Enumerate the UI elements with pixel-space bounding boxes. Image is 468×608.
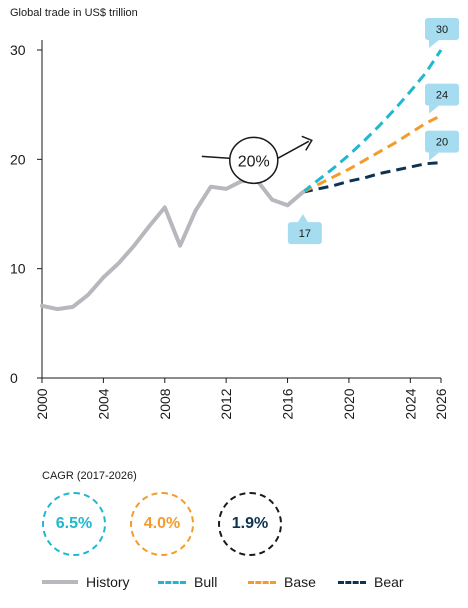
legend-swatch — [42, 580, 78, 584]
series-line-history — [40, 178, 305, 312]
callout-box — [425, 130, 459, 153]
callout-label: 30 — [436, 24, 448, 36]
x-tick-label: 2020 — [341, 388, 357, 419]
legend-label: Bear — [374, 574, 404, 590]
legend-swatch — [338, 580, 366, 584]
y-tick-label: 20 — [10, 151, 26, 167]
callout-pointer — [429, 152, 439, 161]
callout-box — [425, 83, 459, 106]
legend-label: Base — [284, 574, 316, 590]
cagr-badge: 4.0% — [130, 492, 194, 556]
y-tick-label: 0 — [10, 370, 18, 386]
x-tick-label: 2012 — [218, 388, 234, 419]
callout-pointer — [429, 105, 439, 114]
x-tick-label: 2004 — [95, 388, 111, 419]
callout-box — [287, 222, 322, 245]
x-tick-label: 2000 — [34, 388, 50, 419]
x-tick-label: 2026 — [433, 388, 449, 419]
annotation-arrow-shaft — [277, 140, 310, 159]
legend-item-bull: Bull — [158, 574, 217, 590]
x-tick-label: 2024 — [402, 388, 418, 419]
chart-title: Global trade in US$ trillion — [10, 7, 138, 19]
callout-label: 24 — [436, 90, 448, 102]
series-line-bull — [301, 49, 443, 194]
legend-item-base: Base — [248, 574, 316, 590]
global-trade-chart: Global trade in US$ trillion 0 10 20 30 2000 2… — [10, 7, 459, 420]
legend-label: History — [86, 574, 130, 590]
legend-item-history: History — [42, 574, 130, 590]
cagr-title: CAGR (2017-2026) — [42, 470, 137, 482]
callout-label: 17 — [299, 228, 311, 240]
callout-pointer — [429, 40, 439, 48]
annotation-circle — [229, 136, 279, 185]
legend-label: Bull — [194, 574, 218, 590]
annotation-label: 20% — [238, 153, 270, 170]
x-tick-label: 2008 — [157, 388, 173, 419]
callout-box — [425, 18, 459, 40]
cagr-badge: 6.5% — [42, 492, 106, 556]
series-line-bear — [302, 161, 442, 194]
legend-swatch — [248, 580, 276, 584]
series-line-base — [302, 114, 442, 194]
legend-swatch — [158, 580, 186, 584]
callout-label: 20 — [436, 137, 448, 149]
y-tick-label: 30 — [10, 42, 26, 58]
annotation-arrow-tail — [201, 155, 231, 160]
legend: History Bull Base Bear — [42, 574, 462, 594]
legend-item-bear: Bear — [338, 574, 404, 590]
x-tick-label: 2016 — [280, 388, 296, 419]
annotation-arrowhead — [301, 135, 313, 151]
cagr-badge: 1.9% — [218, 492, 282, 556]
callout-pointer — [297, 214, 308, 223]
y-tick-label: 10 — [10, 261, 26, 277]
